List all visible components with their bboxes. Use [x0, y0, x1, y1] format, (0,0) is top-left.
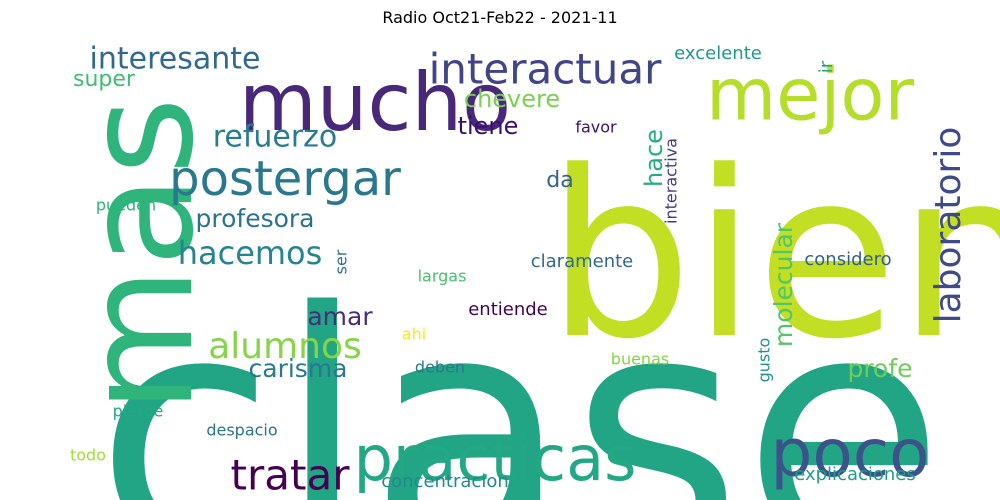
- word-laboratorio: laboratorio: [928, 127, 969, 324]
- word-claramente: claramente: [531, 251, 634, 272]
- word-hace: hace: [640, 129, 668, 187]
- word-profe: profe: [847, 354, 912, 383]
- word-bien: bien: [546, 123, 1000, 390]
- word-clase: clase: [95, 242, 945, 500]
- word-carisma: carisma: [249, 354, 348, 383]
- word-da: da: [546, 168, 573, 193]
- word-super: super: [73, 67, 136, 92]
- word-alumnos: alumnos: [208, 326, 362, 367]
- word-hacemos: hacemos: [178, 234, 323, 272]
- word-entiende: entiende: [468, 299, 548, 320]
- word-largas: largas: [418, 267, 467, 286]
- word-concentracion: concentracion: [381, 471, 509, 492]
- word-explicaciones: explicaciones: [794, 464, 916, 485]
- word-gusto: gusto: [755, 338, 774, 383]
- word-buenas: buenas: [611, 350, 669, 369]
- word-interesante: interesante: [90, 42, 261, 77]
- word-mucho: mucho: [239, 56, 511, 149]
- word-excelente: excelente: [674, 43, 762, 64]
- word-ir: ir: [816, 60, 837, 73]
- word-molecular: molecular: [769, 222, 798, 347]
- word-todo: todo: [70, 446, 106, 465]
- word-despacio: despacio: [206, 421, 277, 440]
- word-tiene: tiene: [458, 112, 519, 140]
- word-chevere: chevere: [464, 85, 560, 113]
- word-refuerzo: refuerzo: [213, 120, 338, 155]
- word-pierde: pierde: [113, 402, 164, 421]
- word-interactiva: interactiva: [662, 138, 681, 224]
- word-mejor: mejor: [706, 53, 914, 137]
- word-ser: ser: [332, 249, 351, 274]
- word-amar: amar: [307, 302, 373, 331]
- word-tratar: tratar: [231, 451, 351, 500]
- word-poco: poco: [771, 415, 930, 492]
- chart-title: Radio Oct21-Feb22 - 2021-11: [382, 8, 618, 27]
- word-practicas: practicas: [354, 422, 637, 495]
- word-profesora: profesora: [196, 204, 315, 233]
- word-deben: deben: [415, 358, 465, 377]
- word-ahi: ahi: [402, 325, 426, 344]
- word-favor: favor: [575, 118, 617, 137]
- word-pueden: pueden: [96, 196, 156, 215]
- word-postergar: postergar: [169, 151, 401, 207]
- word-considero: considero: [804, 249, 891, 270]
- word-interactuar: interactuar: [429, 45, 663, 94]
- word-mas: mas: [53, 97, 227, 413]
